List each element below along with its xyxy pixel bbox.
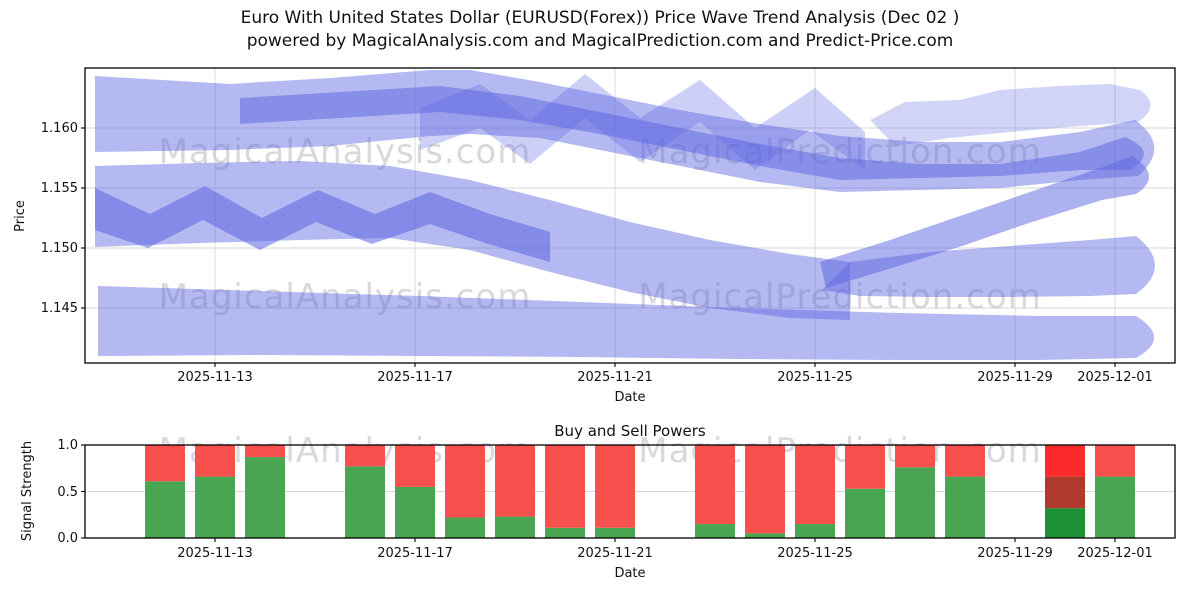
sell-power-bar bbox=[945, 445, 985, 477]
buy-power-bar bbox=[345, 466, 385, 538]
figure-subtitle: powered by MagicalAnalysis.com and Magic… bbox=[246, 31, 954, 51]
buy-power-bar bbox=[845, 488, 885, 538]
watermark-analysis: MagicalAnalysis.com bbox=[159, 277, 532, 317]
price-xlabel: Date bbox=[614, 390, 645, 405]
sell-power-bar bbox=[845, 445, 885, 489]
sell-power-bar bbox=[745, 445, 785, 534]
power-tickmarks bbox=[81, 444, 1116, 542]
buy-power-bar bbox=[495, 516, 535, 538]
power-xtick: 2025-12-01 bbox=[1077, 546, 1153, 561]
buy-power-bar bbox=[595, 527, 635, 538]
buy-power-bar bbox=[745, 533, 785, 538]
buy-power-bar bbox=[1095, 476, 1135, 538]
highlight-bar-segment-strong-sell bbox=[1045, 445, 1085, 477]
buy-power-bar bbox=[445, 517, 485, 538]
price-xtick: 2025-11-17 bbox=[377, 370, 453, 385]
price-tickmarks bbox=[81, 127, 1116, 367]
sell-power-bar bbox=[795, 445, 835, 525]
power-xtick: 2025-11-13 bbox=[177, 546, 253, 561]
price-xtick: 2025-11-13 bbox=[177, 370, 253, 385]
upper-trend-core bbox=[240, 86, 1144, 180]
upper-right-halo-band bbox=[870, 84, 1151, 146]
price-ylabel: Price bbox=[13, 200, 28, 232]
highlight-bar-segment-strong-buy bbox=[1045, 508, 1085, 538]
power-ytick: 0.5 bbox=[57, 485, 78, 500]
price-xtick: 2025-11-29 bbox=[977, 370, 1053, 385]
buy-power-bar bbox=[195, 476, 235, 538]
price-wave-bands bbox=[95, 70, 1155, 360]
sell-power-bar bbox=[245, 445, 285, 458]
lower-trend-band bbox=[98, 286, 1154, 360]
buy-power-bar bbox=[945, 476, 985, 538]
power-xtick: 2025-11-25 bbox=[777, 546, 853, 561]
rising-right-band bbox=[820, 156, 1150, 288]
power-xtick: 2025-11-29 bbox=[977, 546, 1053, 561]
mid-right-band bbox=[822, 236, 1155, 297]
power-ytick: 0.0 bbox=[57, 531, 78, 546]
figure-title: Euro With United States Dollar (EURUSD(F… bbox=[240, 8, 960, 28]
buy-power-bar bbox=[145, 481, 185, 538]
sell-power-bar bbox=[195, 445, 235, 477]
price-xtick: 2025-12-01 bbox=[1077, 370, 1153, 385]
power-xtick: 2025-11-17 bbox=[377, 546, 453, 561]
buy-power-bar bbox=[545, 527, 585, 538]
price-ytick: 1.155 bbox=[41, 181, 78, 196]
central-wave-band bbox=[95, 161, 850, 320]
upper-zigzag-overlay bbox=[420, 74, 865, 170]
power-xlabel: Date bbox=[614, 566, 645, 581]
sell-power-bar bbox=[545, 445, 585, 528]
price-xtick: 2025-11-21 bbox=[577, 370, 653, 385]
buy-power-bar bbox=[695, 524, 735, 538]
price-ytick: 1.145 bbox=[41, 301, 78, 316]
sell-power-bar bbox=[445, 445, 485, 518]
price-plot-border bbox=[84, 67, 1176, 364]
price-ytick: 1.160 bbox=[41, 121, 78, 136]
buy-power-bar bbox=[795, 524, 835, 538]
power-ylabel: Signal Strength bbox=[20, 441, 35, 541]
sell-power-bar bbox=[1095, 445, 1135, 477]
price-ytick: 1.150 bbox=[41, 241, 78, 256]
buy-power-bar bbox=[245, 457, 285, 538]
price-chart: MagicalAnalysis.com MagicalPrediction.co… bbox=[13, 67, 1176, 405]
watermark-analysis: MagicalAnalysis.com bbox=[159, 132, 532, 172]
power-chart-title: Buy and Sell Powers bbox=[554, 422, 706, 440]
sell-power-bar bbox=[595, 445, 635, 528]
sell-power-bar bbox=[145, 445, 185, 482]
highlight-bar-segment-overlap bbox=[1045, 476, 1085, 509]
buy-power-bar bbox=[895, 467, 935, 538]
buy-power-bar bbox=[395, 486, 435, 538]
price-xtick: 2025-11-25 bbox=[777, 370, 853, 385]
price-grid bbox=[85, 68, 1175, 363]
sell-power-bar bbox=[395, 445, 435, 487]
central-zigzag-band bbox=[95, 186, 550, 262]
power-ytick: 1.0 bbox=[57, 438, 78, 453]
sell-power-bar bbox=[895, 445, 935, 468]
sell-power-bar bbox=[695, 445, 735, 525]
sell-power-bar bbox=[345, 445, 385, 467]
power-xtick: 2025-11-21 bbox=[577, 546, 653, 561]
power-chart: Buy and Sell Powers MagicalAnalysis.com … bbox=[20, 422, 1176, 581]
sell-power-bar bbox=[495, 445, 535, 517]
power-bars bbox=[145, 445, 1135, 538]
